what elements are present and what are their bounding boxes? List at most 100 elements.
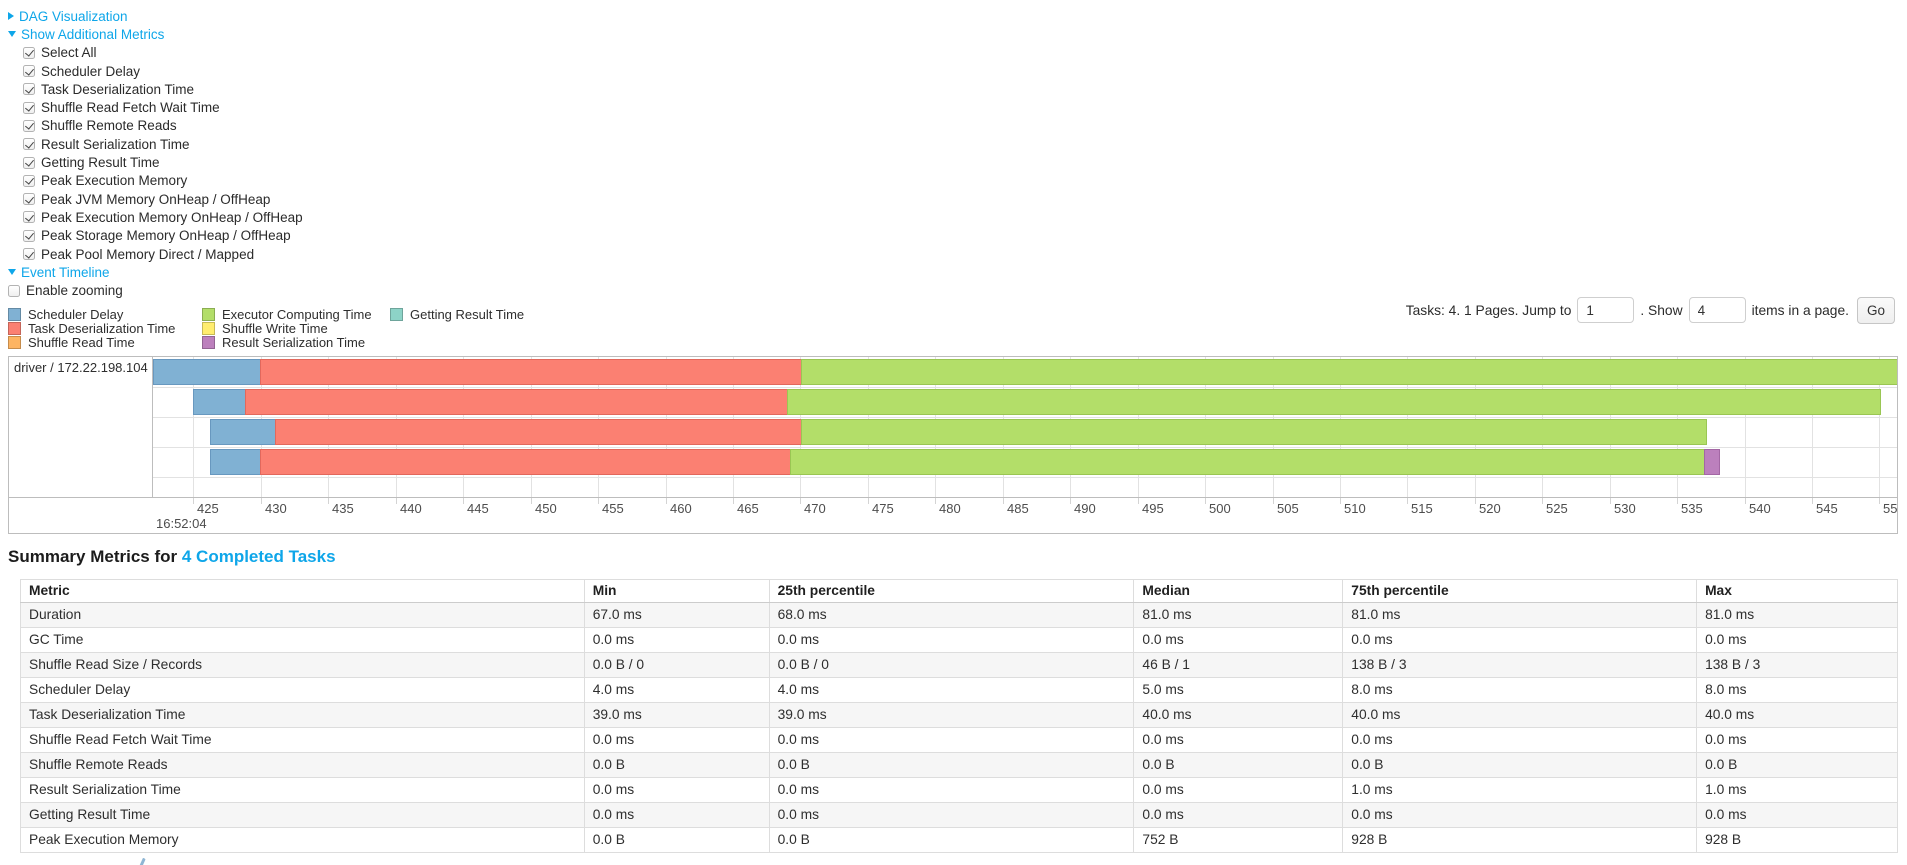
task-segment-scheduler_delay[interactable]: [153, 358, 261, 385]
timeline-group-label-column: driver / 172.22.198.104: [9, 356, 153, 497]
axis-tick-label: 480: [939, 500, 961, 516]
metric-value-cell: 0.0 ms: [1696, 626, 1898, 653]
metric-checkbox-peak-jvm-memory-onheap-offheap[interactable]: [23, 193, 35, 206]
summary-title-prefix: Summary Metrics for: [8, 546, 178, 566]
task-segment-task_deserialization[interactable]: [245, 388, 789, 415]
axis-tick: [1273, 497, 1274, 504]
go-button[interactable]: Go: [1856, 296, 1895, 324]
metric-value-cell: 40.0 ms: [1696, 701, 1898, 728]
executor-group-label: driver / 172.22.198.104: [14, 359, 148, 375]
task-segment-task_deserialization[interactable]: [274, 418, 802, 445]
task-segment-result_serialization[interactable]: [1704, 448, 1721, 475]
metric-value-cell: 5.0 ms: [1133, 676, 1344, 703]
metric-checkbox-row: Getting Result Time: [8, 153, 1907, 171]
metric-value-cell: 40.0 ms: [1133, 701, 1344, 728]
pagination-suffix-text: items in a page.: [1751, 302, 1849, 318]
axis-tick: [1812, 497, 1813, 504]
metric-checkbox-shuffle-read-fetch-wait-time[interactable]: [23, 101, 35, 114]
metric-value-cell: 0.0 ms: [768, 626, 1135, 653]
result_serialization-swatch-icon: [202, 335, 215, 349]
axis-tick-label: 500: [1209, 500, 1231, 516]
metric-value-cell: 81.0 ms: [1696, 601, 1898, 628]
table-row: Peak Execution Memory 0.0 B 0.0 B 752 B 928 …: [20, 826, 1898, 853]
axis-tick: [531, 497, 532, 504]
dag-visualization-label: DAG Visualization: [19, 8, 128, 24]
additional-metrics-checkbox-list: Select All Scheduler Delay Task Deserializ…: [8, 44, 1907, 264]
legend-column: Getting Result Time: [390, 307, 525, 349]
metric-value-cell: 0.0 ms: [1133, 776, 1344, 803]
metric-value-cell: 0.0 ms: [583, 626, 770, 653]
enable-zooming-checkbox[interactable]: [8, 284, 20, 297]
metric-checkbox-getting-result-time[interactable]: [23, 156, 35, 169]
metric-value-cell: 0.0 ms: [1133, 726, 1344, 753]
metric-checkbox-row: Peak Execution Memory: [8, 172, 1907, 190]
jump-to-page-input[interactable]: [1577, 297, 1635, 324]
metric-checkbox-row: Peak Pool Memory Direct / Mapped: [8, 245, 1907, 263]
task-segment-scheduler_delay[interactable]: [193, 388, 247, 415]
axis-tick: [1407, 497, 1408, 504]
axis-tick: [1475, 497, 1476, 504]
metric-value-cell: 928 B: [1696, 826, 1898, 853]
metric-checkbox-label: Shuffle Remote Reads: [41, 118, 177, 134]
metric-checkbox-peak-pool-memory-direct-mapped[interactable]: [23, 248, 35, 260]
table-row: GC Time 0.0 ms 0.0 ms 0.0 ms 0.0 ms 0.0 ms: [20, 626, 1898, 653]
metric-checkbox-peak-storage-memory-onheap-offheap[interactable]: [23, 229, 35, 242]
axis-tick: [1677, 497, 1678, 504]
metric-checkbox-result-serialization-time[interactable]: [23, 138, 35, 151]
axis-tick-label: 490: [1074, 500, 1096, 516]
metric-value-cell: 4.0 ms: [583, 676, 770, 703]
task-segment-executor_computing[interactable]: [800, 418, 1707, 445]
metric-checkbox-label: Peak Execution Memory: [41, 173, 188, 189]
legend-item-executor_computing: Executor Computing Time: [202, 307, 390, 322]
metric-value-cell: 46 B / 1: [1133, 651, 1344, 678]
axis-tick: [598, 497, 599, 504]
metric-checkbox-label: Peak JVM Memory OnHeap / OffHeap: [41, 191, 271, 207]
metric-checkbox-scheduler-delay[interactable]: [23, 65, 35, 78]
task-segment-executor_computing[interactable]: [800, 358, 1897, 385]
axis-tick-label: 520: [1479, 500, 1501, 516]
row-separator: [153, 386, 1897, 388]
task-segment-scheduler_delay[interactable]: [209, 418, 276, 445]
table-row: Getting Result Time 0.0 ms 0.0 ms 0.0 ms 0.0…: [20, 801, 1898, 828]
metric-name-cell: Getting Result Time: [20, 801, 585, 828]
legend-label: Result Serialization Time: [222, 334, 366, 350]
axis-tick: [1070, 497, 1071, 504]
legend-label: Getting Result Time: [410, 307, 525, 323]
event-timeline-toggle[interactable]: Event Timeline: [8, 263, 1907, 281]
metric-value-cell: 4.0 ms: [768, 676, 1135, 703]
expanded-arrow-icon: [8, 269, 16, 276]
metric-checkbox-row: Shuffle Read Fetch Wait Time: [8, 98, 1907, 116]
metric-value-cell: 0.0 ms: [1342, 726, 1698, 753]
show-additional-metrics-toggle[interactable]: Show Additional Metrics: [8, 25, 1907, 43]
event-timeline-label: Event Timeline: [21, 264, 110, 280]
items-per-page-input[interactable]: [1688, 297, 1746, 324]
axis-tick: [800, 497, 801, 504]
metric-checkbox-shuffle-remote-reads[interactable]: [23, 119, 35, 132]
task-segment-executor_computing[interactable]: [789, 448, 1706, 475]
dag-visualization-toggle[interactable]: DAG Visualization: [8, 7, 1907, 25]
task-segment-scheduler_delay[interactable]: [209, 448, 261, 475]
task-segment-executor_computing[interactable]: [787, 388, 1881, 415]
metric-name-cell: Duration: [20, 601, 585, 628]
axis-tick-label: 550: [1883, 500, 1898, 516]
metric-name-cell: Scheduler Delay: [20, 676, 585, 703]
metric-checkbox-label: Peak Execution Memory OnHeap / OffHeap: [41, 209, 303, 225]
task-segment-task_deserialization[interactable]: [259, 358, 802, 385]
task-segment-task_deserialization[interactable]: [259, 448, 791, 475]
metric-checkbox-label: Result Serialization Time: [41, 136, 190, 152]
axis-tick: [935, 497, 936, 504]
axis-tick: [463, 497, 464, 504]
column-header-metric: Metric: [20, 578, 585, 603]
cutoff-element-fragment: [139, 857, 146, 865]
enable-zooming-row: Enable zooming: [8, 281, 1907, 299]
metric-checkbox-task-deserialization-time[interactable]: [23, 83, 35, 96]
metric-checkbox-select-all[interactable]: [23, 46, 35, 59]
metric-value-cell: 0.0 ms: [1342, 801, 1698, 828]
legend-item-getting_result: Getting Result Time: [390, 307, 525, 323]
metric-checkbox-peak-execution-memory[interactable]: [23, 174, 35, 187]
metric-checkbox-row: Peak JVM Memory OnHeap / OffHeap: [8, 190, 1907, 208]
metric-checkbox-peak-execution-memory-onheap-offheap[interactable]: [23, 211, 35, 224]
metric-value-cell: 0.0 ms: [583, 726, 770, 753]
completed-tasks-link[interactable]: 4 Completed Tasks: [181, 546, 336, 566]
metric-value-cell: 0.0 B: [768, 751, 1135, 778]
